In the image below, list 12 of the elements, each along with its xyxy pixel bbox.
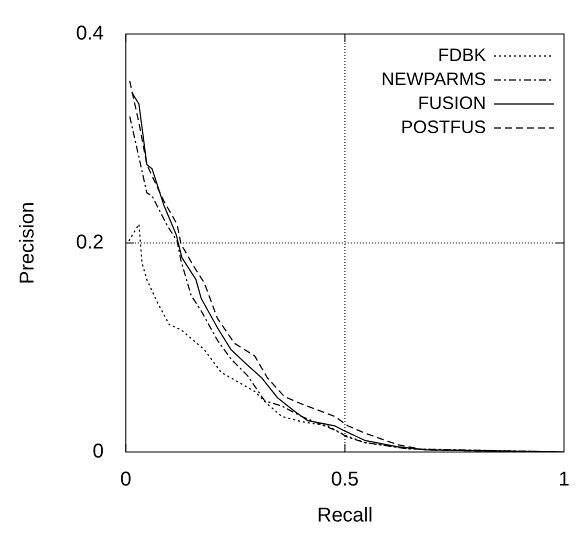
legend-label: FDBK — [438, 44, 486, 65]
x-tick-label: 0 — [120, 468, 132, 491]
x-axis-title: Recall — [317, 504, 373, 527]
legend-label: NEWPARMS — [381, 68, 486, 89]
y-tick-label: 0.4 — [76, 22, 104, 45]
y-tick-label: 0 — [92, 440, 104, 463]
x-tick-label: 0.5 — [330, 468, 359, 491]
legend-label: POSTFUS — [400, 116, 486, 137]
x-tick-label: 1 — [558, 468, 570, 491]
y-axis-title: Precision — [16, 202, 39, 284]
legend-label: FUSION — [418, 92, 486, 113]
y-tick-label: 0.2 — [76, 232, 104, 254]
